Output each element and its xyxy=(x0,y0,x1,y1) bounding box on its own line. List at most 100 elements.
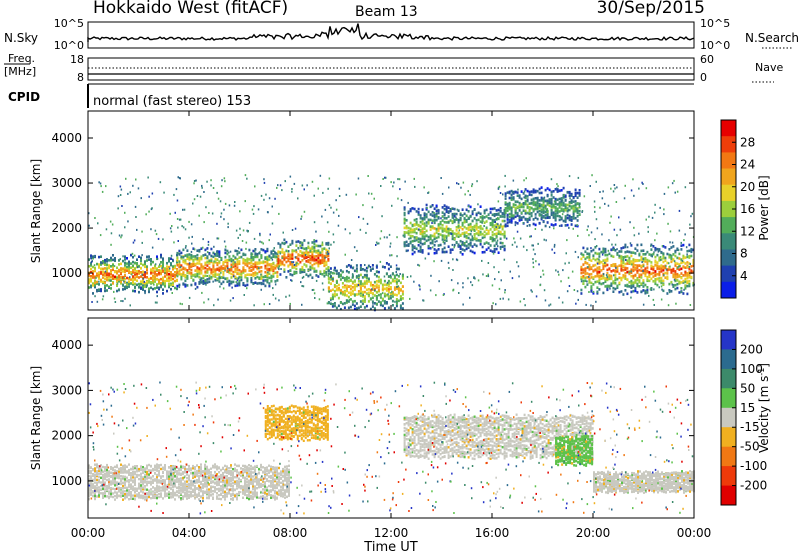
power-cell xyxy=(371,284,374,287)
velocity-cell xyxy=(102,473,104,477)
power-cell xyxy=(624,272,627,275)
power-cell xyxy=(678,291,681,294)
power-cell xyxy=(445,205,448,209)
power-cell xyxy=(387,290,390,294)
power-cell xyxy=(297,258,300,262)
power-cell xyxy=(424,241,426,244)
power-cell xyxy=(345,299,348,302)
power-cell xyxy=(413,239,416,242)
power-cell xyxy=(288,250,290,253)
power-cell xyxy=(403,242,406,246)
power-cell xyxy=(323,264,326,268)
power-cell xyxy=(477,239,480,242)
power-cell xyxy=(246,277,249,280)
power-cell xyxy=(130,278,132,281)
power-cell xyxy=(477,226,480,229)
power-cell xyxy=(532,191,535,194)
velocity-cell xyxy=(104,476,106,479)
power-cell xyxy=(541,228,543,231)
power-cell xyxy=(145,286,148,288)
power-cell xyxy=(422,299,425,302)
power-cell xyxy=(598,266,601,269)
power-cell xyxy=(212,187,215,189)
power-cell xyxy=(411,246,414,249)
power-cell xyxy=(192,247,195,250)
power-cell xyxy=(188,267,191,271)
power-cell xyxy=(520,203,523,206)
power-cell xyxy=(588,256,591,259)
power-cell xyxy=(532,197,535,201)
power-cell xyxy=(558,197,561,201)
power-cell xyxy=(403,226,406,230)
power-cell xyxy=(659,258,662,261)
velocity-cell xyxy=(90,491,92,494)
power-cell xyxy=(170,257,172,260)
power-cell xyxy=(532,201,535,204)
power-cell xyxy=(443,220,446,224)
velocity-cell xyxy=(88,478,90,481)
power-cell xyxy=(182,266,185,270)
power-cell xyxy=(277,257,280,261)
power-cell xyxy=(238,262,241,265)
sky-left-tick-bottom: 10^0 xyxy=(54,39,84,52)
power-cell xyxy=(134,271,136,274)
power-cell xyxy=(604,261,606,264)
power-cell xyxy=(453,207,456,211)
power-cell xyxy=(279,243,282,247)
power-cell xyxy=(128,270,130,274)
power-cell xyxy=(624,243,627,247)
power-cell xyxy=(94,285,96,289)
power-cell xyxy=(221,179,223,182)
power-cell xyxy=(291,255,294,259)
power-cell xyxy=(96,288,98,292)
power-cell xyxy=(510,214,513,217)
power-cell xyxy=(620,263,623,267)
power-cell xyxy=(134,289,136,293)
power-cell xyxy=(144,273,146,277)
power-cell xyxy=(156,255,158,258)
power-cell xyxy=(184,283,187,287)
velocity-cell xyxy=(128,498,130,501)
power-cell xyxy=(343,306,346,309)
power-cell xyxy=(645,187,648,190)
power-cell xyxy=(112,268,114,272)
power-cell xyxy=(562,201,565,205)
velocity-cell xyxy=(118,488,120,491)
power-cell xyxy=(274,255,277,258)
power-cell xyxy=(163,191,165,194)
power-cell xyxy=(553,200,556,203)
power-cell xyxy=(594,275,597,278)
power-cell xyxy=(601,253,604,256)
power-cell xyxy=(419,224,422,228)
power-cell xyxy=(220,271,222,274)
power-cell xyxy=(212,251,215,255)
power-cell xyxy=(124,280,126,284)
power-cell xyxy=(534,223,537,227)
power-cell xyxy=(427,218,430,222)
velocity-cell xyxy=(144,478,146,481)
power-cell xyxy=(537,242,539,245)
power-cell xyxy=(367,175,369,177)
power-cell xyxy=(235,229,238,232)
power-cell xyxy=(495,232,498,235)
power-cell xyxy=(419,248,422,251)
power-cell xyxy=(417,240,420,243)
power-cell xyxy=(421,208,424,211)
power-cell xyxy=(512,217,515,220)
power-cell xyxy=(616,234,618,237)
power-cell xyxy=(578,192,581,195)
power-cell xyxy=(447,245,450,248)
power-cell xyxy=(182,274,185,277)
power-cell xyxy=(662,268,665,272)
power-cell xyxy=(201,280,203,283)
power-cell xyxy=(313,194,315,197)
power-cell xyxy=(614,278,617,282)
power-cell xyxy=(179,218,182,221)
power-cell xyxy=(642,279,645,282)
power-cell xyxy=(129,276,131,279)
power-cell xyxy=(142,277,145,280)
power-cell xyxy=(111,223,114,226)
power-cell xyxy=(467,236,470,240)
power-cell xyxy=(277,261,280,265)
power-cell xyxy=(301,285,303,287)
